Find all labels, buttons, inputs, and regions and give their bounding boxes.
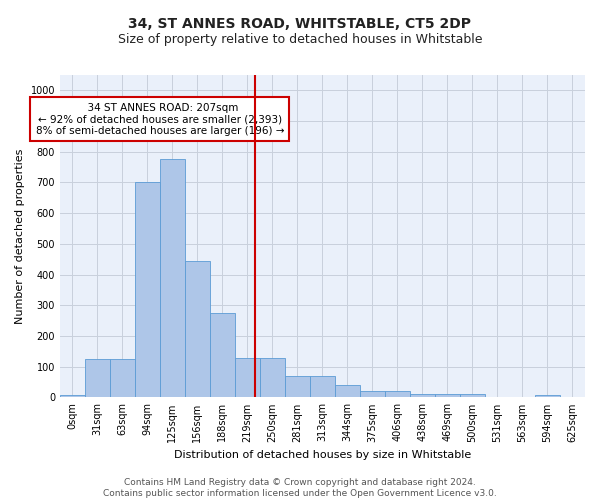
Bar [260,358,285,398]
Bar [285,376,310,398]
X-axis label: Distribution of detached houses by size in Whitstable: Distribution of detached houses by size … [174,450,471,460]
Y-axis label: Number of detached properties: Number of detached properties [15,148,25,324]
Bar [235,358,260,398]
Text: 34 ST ANNES ROAD: 207sqm
← 92% of detached houses are smaller (2,393)
8% of semi: 34 ST ANNES ROAD: 207sqm ← 92% of detach… [35,102,284,136]
Text: 34, ST ANNES ROAD, WHITSTABLE, CT5 2DP: 34, ST ANNES ROAD, WHITSTABLE, CT5 2DP [128,18,472,32]
Bar [135,182,160,398]
Bar [85,359,110,398]
Bar [160,160,185,398]
Bar [535,395,560,398]
Bar [185,261,210,398]
Bar [435,394,460,398]
Bar [210,313,235,398]
Text: Size of property relative to detached houses in Whitstable: Size of property relative to detached ho… [118,32,482,46]
Bar [310,376,335,398]
Bar [110,359,135,398]
Bar [335,385,360,398]
Bar [460,394,485,398]
Text: Contains HM Land Registry data © Crown copyright and database right 2024.
Contai: Contains HM Land Registry data © Crown c… [103,478,497,498]
Bar [360,390,385,398]
Bar [60,395,85,398]
Bar [410,394,435,398]
Bar [385,390,410,398]
